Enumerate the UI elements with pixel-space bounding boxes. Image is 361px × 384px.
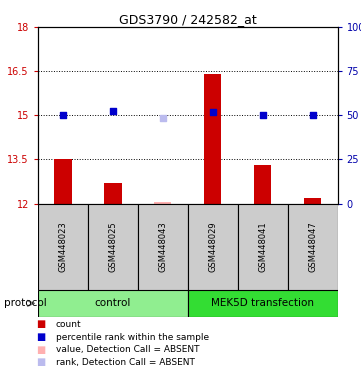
- Bar: [38, 290, 188, 317]
- Title: GDS3790 / 242582_at: GDS3790 / 242582_at: [119, 13, 257, 26]
- Bar: [188, 204, 238, 290]
- Text: ■: ■: [36, 345, 45, 355]
- Text: GSM448041: GSM448041: [258, 222, 267, 272]
- Text: GSM448047: GSM448047: [308, 221, 317, 272]
- Text: ■: ■: [36, 358, 45, 367]
- Bar: [304, 198, 321, 204]
- Text: value, Detection Call = ABSENT: value, Detection Call = ABSENT: [56, 345, 200, 354]
- Point: [110, 108, 116, 114]
- Text: GSM448029: GSM448029: [208, 222, 217, 272]
- Text: MEK5D transfection: MEK5D transfection: [211, 298, 314, 308]
- Bar: [54, 159, 71, 204]
- Text: ■: ■: [36, 332, 45, 342]
- Point: [260, 112, 266, 118]
- Text: percentile rank within the sample: percentile rank within the sample: [56, 333, 209, 342]
- Bar: [38, 204, 88, 290]
- Bar: [238, 204, 288, 290]
- Point: [160, 115, 166, 121]
- Bar: [154, 202, 171, 204]
- Text: GSM448023: GSM448023: [58, 221, 68, 272]
- Bar: [254, 165, 271, 204]
- Text: GSM448043: GSM448043: [158, 221, 167, 272]
- Point: [60, 112, 66, 118]
- Point: [310, 112, 316, 118]
- Bar: [88, 204, 138, 290]
- Bar: [288, 204, 338, 290]
- Text: GSM448025: GSM448025: [108, 222, 117, 272]
- Bar: [138, 204, 188, 290]
- Text: rank, Detection Call = ABSENT: rank, Detection Call = ABSENT: [56, 358, 195, 367]
- Text: count: count: [56, 320, 82, 329]
- Text: control: control: [95, 298, 131, 308]
- Point: [210, 109, 216, 115]
- Bar: [104, 183, 122, 204]
- Bar: [188, 290, 338, 317]
- Text: ■: ■: [36, 319, 45, 329]
- Text: protocol: protocol: [4, 298, 46, 308]
- Bar: [204, 74, 221, 204]
